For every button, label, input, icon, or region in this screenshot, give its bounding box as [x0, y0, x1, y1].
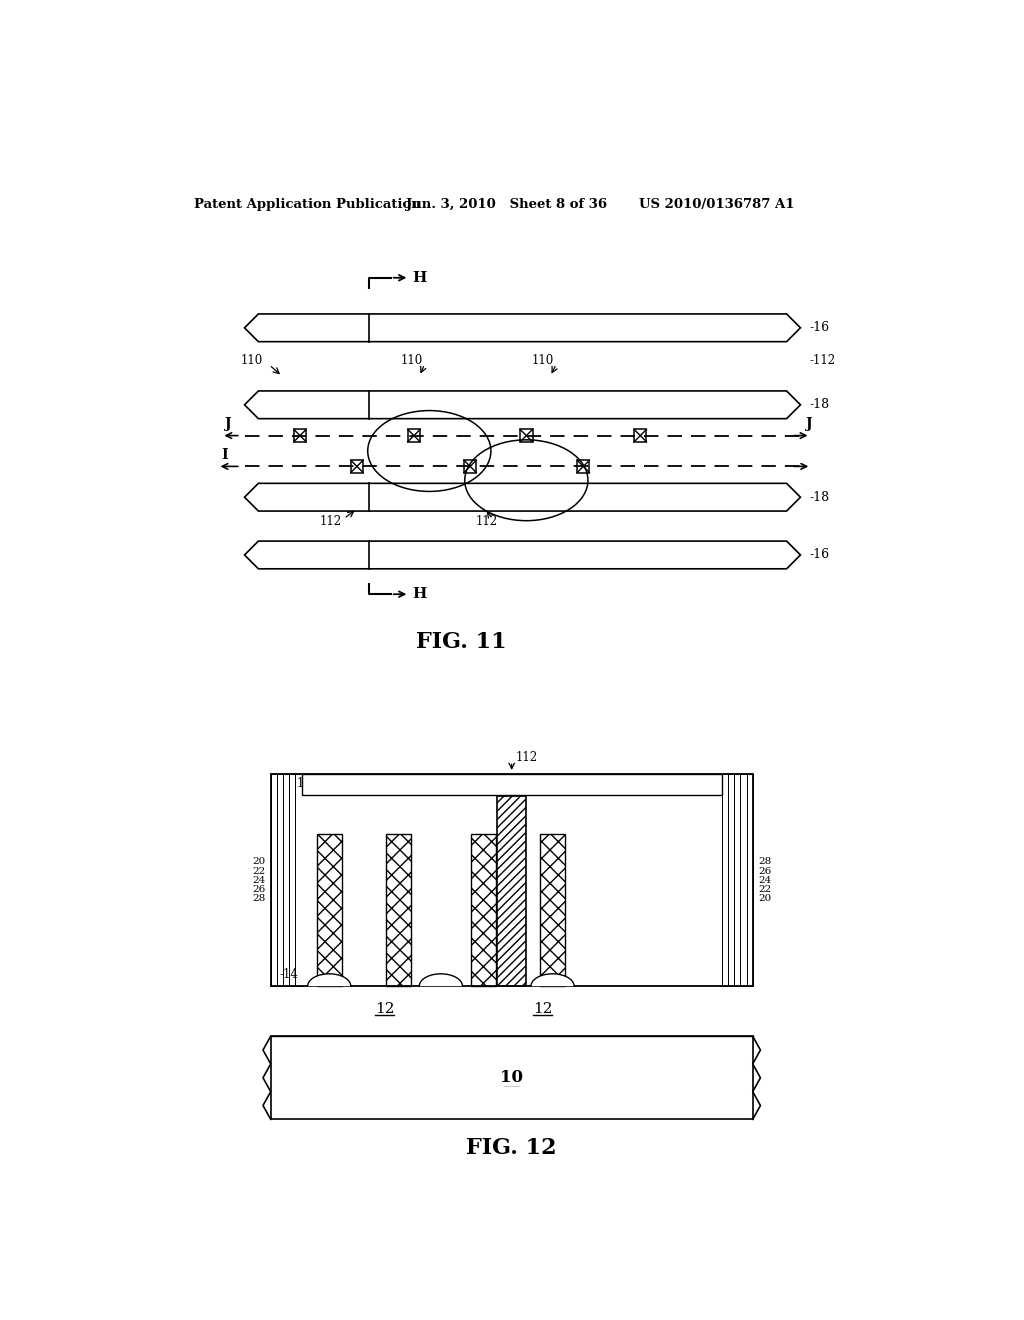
Bar [408, 429, 420, 442]
Text: 20: 20 [758, 894, 771, 903]
Bar [270, 775, 276, 986]
Text: 112: 112 [319, 515, 341, 528]
Text: -112: -112 [810, 354, 836, 367]
Text: J: J [806, 417, 812, 430]
Bar [578, 461, 590, 473]
Text: 28: 28 [758, 857, 771, 866]
Bar [497, 796, 526, 986]
Bar [283, 775, 289, 986]
Text: 110: 110 [241, 354, 263, 367]
Text: -14: -14 [401, 968, 420, 981]
Text: -18: -18 [810, 399, 829, 412]
Text: -14: -14 [513, 968, 531, 981]
Text: 26: 26 [252, 884, 265, 894]
Text: 22: 22 [758, 884, 771, 894]
Bar [351, 461, 364, 473]
Bar [734, 775, 740, 986]
Text: 112: 112 [515, 751, 538, 764]
Text: Patent Application Publication: Patent Application Publication [194, 198, 421, 211]
Bar [276, 775, 283, 986]
Bar [541, 834, 565, 986]
Text: 22: 22 [252, 866, 265, 875]
Polygon shape [245, 541, 801, 569]
Text: US 2010/0136787 A1: US 2010/0136787 A1 [639, 198, 795, 211]
Bar [301, 775, 722, 795]
Text: J: J [224, 417, 231, 430]
Text: 12: 12 [532, 1002, 552, 1016]
Text: H: H [413, 587, 427, 601]
Text: 34: 34 [504, 911, 520, 924]
Polygon shape [245, 483, 801, 511]
Text: Jun. 3, 2010   Sheet 8 of 36: Jun. 3, 2010 Sheet 8 of 36 [407, 198, 607, 211]
Text: 26: 26 [758, 866, 771, 875]
Text: 110: 110 [531, 354, 554, 367]
Bar [270, 1036, 753, 1119]
Text: FIG. 12: FIG. 12 [466, 1137, 556, 1159]
Text: 24: 24 [758, 875, 771, 884]
Text: 30: 30 [443, 804, 459, 817]
Text: 16: 16 [297, 777, 311, 791]
Text: 30: 30 [423, 804, 438, 817]
Text: 110: 110 [400, 354, 423, 367]
Bar [746, 775, 753, 986]
Text: 10: 10 [500, 1069, 523, 1086]
Bar [471, 834, 496, 986]
Polygon shape [245, 314, 801, 342]
Bar [634, 429, 646, 442]
Bar [301, 775, 722, 986]
Polygon shape [245, 391, 801, 418]
Bar [386, 834, 411, 986]
Text: -18: -18 [810, 491, 829, 504]
Text: 18: 18 [453, 789, 468, 803]
Bar [740, 775, 746, 986]
Bar [464, 461, 476, 473]
Bar [294, 429, 306, 442]
Text: H: H [413, 271, 427, 285]
Bar [316, 834, 342, 986]
Text: 18: 18 [414, 789, 429, 803]
Bar [722, 775, 728, 986]
Bar [270, 775, 753, 986]
Bar [520, 429, 532, 442]
Text: 20: 20 [252, 857, 265, 866]
Text: 112: 112 [475, 515, 498, 528]
Text: 24: 24 [252, 875, 265, 884]
Text: 28: 28 [252, 894, 265, 903]
Text: -16: -16 [810, 321, 829, 334]
Text: FIG. 11: FIG. 11 [417, 631, 507, 653]
Text: -16: -16 [810, 548, 829, 561]
Bar [295, 775, 301, 986]
Bar [728, 775, 734, 986]
Text: 12: 12 [375, 1002, 394, 1016]
Text: 16: 16 [571, 777, 586, 791]
Bar [289, 775, 295, 986]
Text: I: I [221, 447, 228, 462]
Text: -14: -14 [280, 968, 298, 981]
